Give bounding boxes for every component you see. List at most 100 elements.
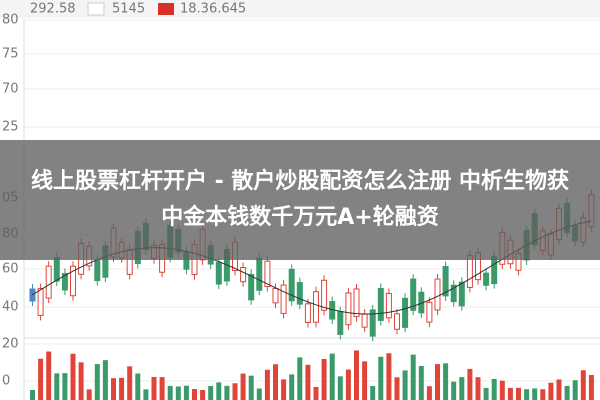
- volume-bar: [378, 356, 384, 400]
- volume-bar: [143, 389, 149, 400]
- volume-bar: [208, 386, 214, 400]
- candle-body: [394, 313, 400, 330]
- axis-label: 70: [2, 82, 19, 97]
- candle-body: [458, 281, 465, 307]
- volume-bar: [232, 383, 238, 400]
- candle-body: [280, 284, 287, 314]
- volume-bar: [183, 385, 189, 400]
- axis-label: 75: [2, 47, 19, 62]
- volume-bar: [159, 377, 165, 400]
- volume-bar: [540, 389, 546, 400]
- candle-body: [450, 284, 457, 303]
- volume-bar: [467, 368, 473, 400]
- volume-bar: [580, 370, 586, 400]
- candle-body: [483, 272, 490, 286]
- candle-body: [377, 287, 384, 321]
- volume-bar: [192, 389, 197, 400]
- volume-bar: [264, 369, 270, 400]
- volume-bar: [572, 380, 578, 400]
- volume-bar: [354, 350, 359, 400]
- axis-label: 40: [2, 300, 19, 315]
- candle-body: [385, 292, 392, 319]
- volume-bar: [329, 353, 335, 400]
- volume-bar: [345, 369, 351, 400]
- volume-bar: [135, 373, 141, 400]
- volume-bar: [111, 378, 116, 400]
- volume-bar: [362, 361, 368, 400]
- candle-body: [410, 278, 417, 311]
- volume-bar: [499, 380, 505, 400]
- volume-bar: [175, 386, 181, 400]
- volume-bar: [119, 377, 125, 400]
- legend-bar: [0, 0, 600, 18]
- volume-bar: [426, 386, 432, 400]
- volume-bar: [556, 379, 562, 400]
- volume-bar: [297, 357, 303, 400]
- axis-label: 60: [2, 262, 19, 277]
- volume-bar: [588, 375, 594, 400]
- volume-bar: [370, 385, 376, 400]
- candle-body: [304, 303, 311, 323]
- volume-bar: [216, 382, 222, 400]
- volume-bar: [62, 373, 68, 400]
- volume-bar: [507, 387, 513, 400]
- volume-bar: [524, 389, 530, 400]
- volume-bar: [305, 364, 311, 400]
- volume-bar: [94, 364, 100, 400]
- volume-bar: [78, 362, 84, 400]
- candle-body: [361, 313, 368, 328]
- volume-bar: [321, 358, 327, 400]
- candle-body: [491, 256, 498, 285]
- candle-body: [61, 273, 68, 291]
- volume-bar: [30, 390, 35, 400]
- title-banner: 线上股票杠杆开户 - 散户炒股配资怎么注册 中析生物获中金本钱数千万元A+轮融资: [0, 140, 600, 260]
- candle-body: [53, 257, 60, 282]
- candle-body: [248, 273, 255, 301]
- candle-body: [37, 288, 44, 316]
- volume-bar: [38, 358, 44, 400]
- volume-bar: [435, 364, 440, 400]
- volume-bar: [394, 377, 400, 400]
- volume-bar: [491, 378, 497, 400]
- candle-body: [256, 257, 263, 291]
- volume-bar: [289, 374, 295, 400]
- candle-body: [70, 265, 76, 297]
- candle-body: [272, 288, 279, 304]
- volume-bar: [516, 387, 521, 400]
- candle-body: [288, 268, 295, 302]
- volume-bar: [451, 381, 457, 400]
- candle-body: [240, 266, 247, 283]
- candle-body: [353, 288, 360, 318]
- axis-label: 80: [2, 13, 19, 28]
- legend-label: 5145: [112, 2, 145, 17]
- volume-bar: [54, 373, 60, 400]
- candle-body: [296, 282, 303, 305]
- volume-bar: [102, 360, 108, 400]
- candle-body: [321, 279, 328, 311]
- volume-bar: [483, 387, 489, 400]
- volume-bar: [70, 353, 76, 400]
- legend-label: 18.36.645: [180, 2, 246, 17]
- volume-bar: [273, 364, 278, 400]
- candle-body: [337, 311, 344, 335]
- legend-label: 292.58: [30, 2, 76, 17]
- volume-bar: [224, 385, 230, 400]
- volume-bar: [127, 366, 133, 400]
- volume-bar: [281, 379, 287, 400]
- candle-body: [402, 297, 409, 328]
- volume-bar: [402, 370, 408, 400]
- axis-label: 20: [2, 337, 19, 352]
- candle-body: [442, 265, 449, 297]
- volume-bar: [564, 385, 570, 400]
- candle-body: [426, 301, 433, 323]
- volume-bar: [313, 386, 319, 400]
- volume-bar: [248, 375, 254, 400]
- volume-bar: [386, 353, 392, 400]
- candle-body: [45, 265, 52, 299]
- volume-bar: [459, 377, 465, 400]
- volume-bar: [410, 354, 416, 400]
- candle-body: [369, 309, 376, 337]
- candle-body: [264, 260, 271, 287]
